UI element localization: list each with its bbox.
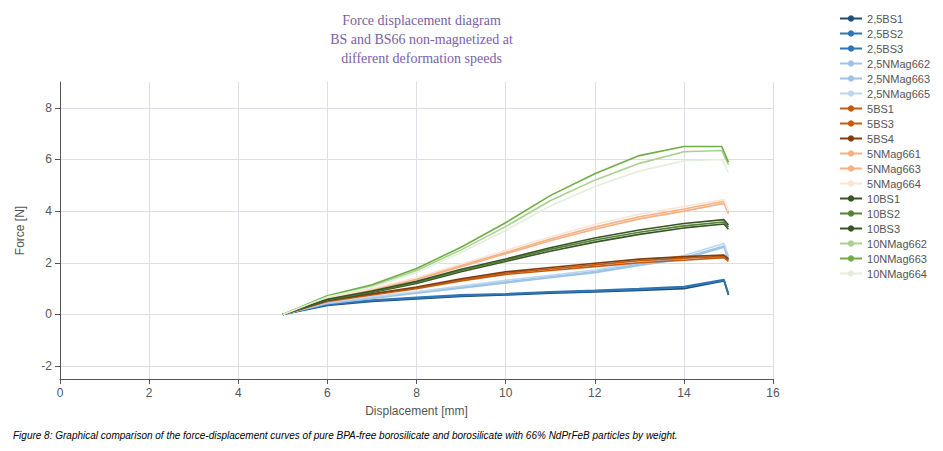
- svg-text:2,5BS2: 2,5BS2: [867, 28, 903, 40]
- svg-text:10: 10: [499, 386, 513, 400]
- svg-text:8: 8: [413, 386, 420, 400]
- svg-text:2: 2: [146, 386, 153, 400]
- svg-text:2,5NMag662: 2,5NMag662: [867, 58, 930, 70]
- svg-text:Force [N]: Force [N]: [13, 206, 27, 255]
- svg-text:4: 4: [45, 204, 52, 218]
- svg-text:0: 0: [57, 386, 64, 400]
- svg-text:2,5NMag665: 2,5NMag665: [867, 88, 930, 100]
- svg-text:0: 0: [45, 307, 52, 321]
- svg-text:5NMag664: 5NMag664: [867, 178, 921, 190]
- svg-text:BS and BS66 non-magnetized at: BS and BS66 non-magnetized at: [330, 32, 513, 47]
- svg-text:14: 14: [677, 386, 691, 400]
- svg-text:5NMag663: 5NMag663: [867, 163, 921, 175]
- svg-text:10BS1: 10BS1: [867, 193, 900, 205]
- svg-text:Displacement [mm]: Displacement [mm]: [365, 404, 468, 418]
- svg-text:6: 6: [45, 152, 52, 166]
- svg-text:2: 2: [45, 256, 52, 270]
- svg-text:16: 16: [766, 386, 780, 400]
- svg-text:different deformation speeds: different deformation speeds: [341, 51, 502, 66]
- svg-text:5BS1: 5BS1: [867, 103, 894, 115]
- svg-text:10NMag664: 10NMag664: [867, 268, 927, 280]
- svg-text:10BS3: 10BS3: [867, 223, 900, 235]
- svg-text:2,5NMag663: 2,5NMag663: [867, 73, 930, 85]
- svg-text:Force displacement diagram: Force displacement diagram: [342, 13, 501, 28]
- svg-text:10NMag663: 10NMag663: [867, 253, 927, 265]
- svg-text:5BS3: 5BS3: [867, 118, 894, 130]
- svg-text:-2: -2: [41, 359, 52, 373]
- svg-text:6: 6: [324, 386, 331, 400]
- svg-text:8: 8: [45, 101, 52, 115]
- svg-text:10NMag662: 10NMag662: [867, 238, 927, 250]
- svg-text:5BS4: 5BS4: [867, 133, 894, 145]
- svg-text:2,5BS3: 2,5BS3: [867, 43, 903, 55]
- svg-text:5NMag661: 5NMag661: [867, 148, 921, 160]
- svg-text:10BS2: 10BS2: [867, 208, 900, 220]
- svg-text:Figure 8: Graphical comparison: Figure 8: Graphical comparison of the fo…: [13, 430, 678, 441]
- svg-text:4: 4: [235, 386, 242, 400]
- svg-text:12: 12: [588, 386, 602, 400]
- svg-text:2,5BS1: 2,5BS1: [867, 13, 903, 25]
